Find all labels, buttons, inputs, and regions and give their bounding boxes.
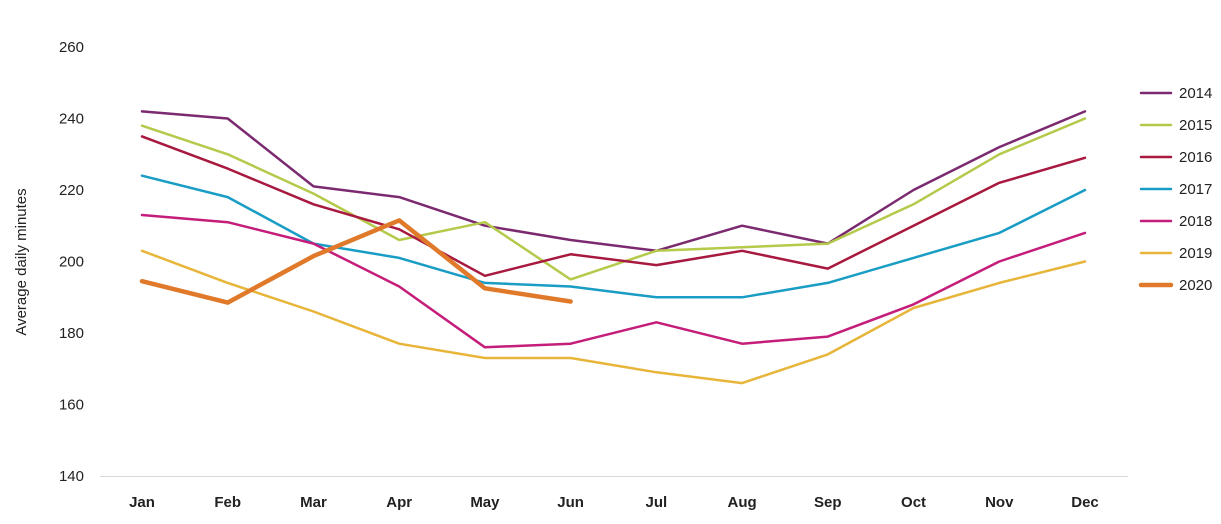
x-tick-label: Feb xyxy=(214,494,241,511)
series-line-2018 xyxy=(140,213,1087,349)
legend-item-2014: 2014 xyxy=(1139,85,1212,102)
series-line-2015 xyxy=(140,117,1087,281)
series-lines xyxy=(139,110,1087,385)
legend-label-2014: 2014 xyxy=(1179,85,1212,102)
series-line-2017 xyxy=(140,174,1087,299)
y-tick-label: 260 xyxy=(59,39,84,56)
series-line-2019 xyxy=(140,249,1087,385)
series-line-2020 xyxy=(139,218,573,305)
x-tick-label: Nov xyxy=(985,494,1014,511)
y-tick-label: 220 xyxy=(59,182,84,199)
legend-label-2017: 2017 xyxy=(1179,181,1212,198)
legend-label-2015: 2015 xyxy=(1179,117,1212,134)
legend-item-2020: 2020 xyxy=(1138,277,1212,294)
y-axis-title: Average daily minutes xyxy=(13,188,30,335)
x-tick-label: Sep xyxy=(814,494,842,511)
x-tick-label: Jul xyxy=(646,494,668,511)
series-line-2016 xyxy=(140,135,1087,278)
x-tick-label: Mar xyxy=(300,494,327,511)
legend-item-2016: 2016 xyxy=(1139,149,1212,166)
x-tick-label: Jun xyxy=(557,494,584,511)
legend-item-2019: 2019 xyxy=(1139,245,1212,262)
legend: 2014 2015 2016 2017 2018 2019 2020 xyxy=(1138,85,1212,294)
legend-label-2018: 2018 xyxy=(1179,213,1212,230)
legend-label-2020: 2020 xyxy=(1179,277,1212,294)
x-tick-label: Jan xyxy=(129,494,155,511)
y-tick-label: 160 xyxy=(59,397,84,414)
x-tick-label: Dec xyxy=(1071,494,1099,511)
legend-item-2015: 2015 xyxy=(1139,117,1212,134)
legend-label-2019: 2019 xyxy=(1179,245,1212,262)
y-axis-tick-labels: 140 160 180 200 220 240 260 xyxy=(59,39,84,485)
legend-label-2016: 2016 xyxy=(1179,149,1212,166)
series-line-2014 xyxy=(140,110,1087,253)
x-axis-tick-labels: Jan Feb Mar Apr May Jun Jul Aug Sep Oct Nov Dec xyxy=(129,494,1099,511)
x-tick-label: Oct xyxy=(901,494,926,511)
y-tick-label: 200 xyxy=(59,254,84,271)
x-tick-label: Apr xyxy=(386,494,412,511)
y-tick-label: 140 xyxy=(59,468,84,485)
legend-item-2018: 2018 xyxy=(1139,213,1212,230)
x-tick-label: Aug xyxy=(728,494,757,511)
legend-item-2017: 2017 xyxy=(1139,181,1212,198)
x-tick-label: May xyxy=(470,494,500,511)
y-tick-label: 180 xyxy=(59,325,84,342)
y-tick-label: 240 xyxy=(59,111,84,128)
